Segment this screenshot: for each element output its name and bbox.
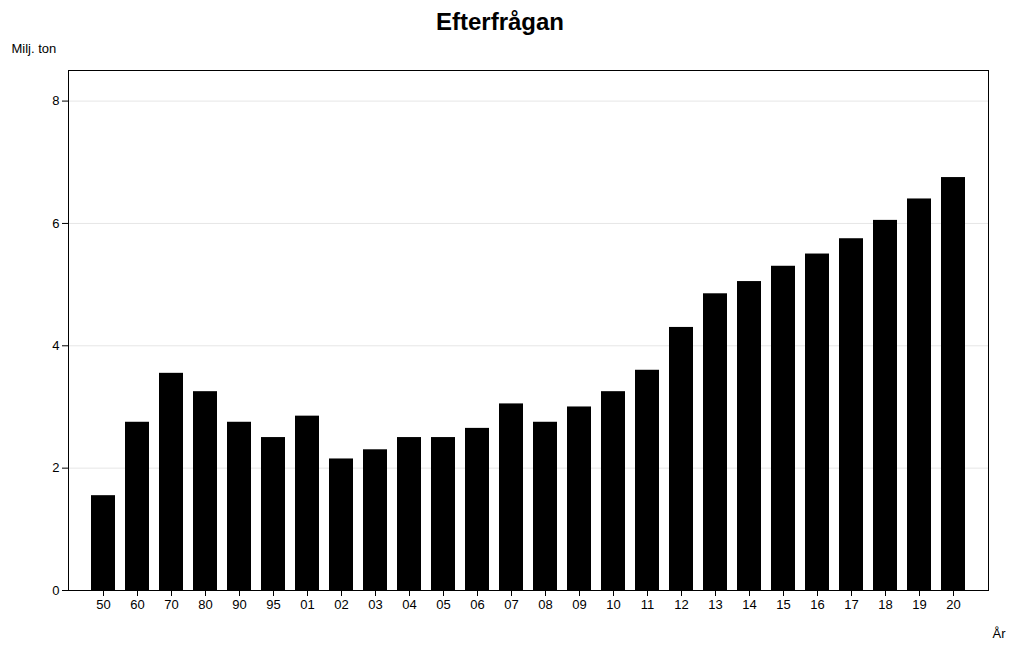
svg-text:14: 14 [742, 597, 756, 612]
svg-text:07: 07 [504, 597, 518, 612]
svg-text:År: År [993, 626, 1007, 641]
svg-text:80: 80 [198, 597, 212, 612]
svg-text:0: 0 [52, 583, 59, 598]
svg-text:12: 12 [674, 597, 688, 612]
svg-text:50: 50 [96, 597, 110, 612]
svg-text:17: 17 [844, 597, 858, 612]
svg-text:01: 01 [300, 597, 314, 612]
svg-text:95: 95 [266, 597, 280, 612]
svg-text:60: 60 [130, 597, 144, 612]
svg-text:4: 4 [52, 338, 59, 353]
svg-text:16: 16 [810, 597, 824, 612]
svg-text:20: 20 [946, 597, 960, 612]
svg-text:05: 05 [436, 597, 450, 612]
svg-text:11: 11 [641, 597, 655, 612]
svg-text:04: 04 [402, 597, 416, 612]
svg-text:18: 18 [878, 597, 892, 612]
html-text:Efterfrågan: Efterfrågan [436, 8, 564, 35]
svg-text:09: 09 [572, 597, 586, 612]
svg-text:10: 10 [606, 597, 620, 612]
svg-text:03: 03 [368, 597, 382, 612]
svg-text:08: 08 [538, 597, 552, 612]
svg-text:8: 8 [52, 93, 59, 108]
svg-text:Milj. ton: Milj. ton [12, 41, 57, 56]
svg-text:70: 70 [164, 597, 178, 612]
svg-text:90: 90 [232, 597, 246, 612]
svg-text:19: 19 [912, 597, 926, 612]
svg-text:13: 13 [708, 597, 722, 612]
svg-text:06: 06 [470, 597, 484, 612]
svg-text:02: 02 [334, 597, 348, 612]
svg-text:15: 15 [776, 597, 790, 612]
svg-text:6: 6 [52, 216, 59, 231]
svg-text:2: 2 [52, 460, 59, 475]
